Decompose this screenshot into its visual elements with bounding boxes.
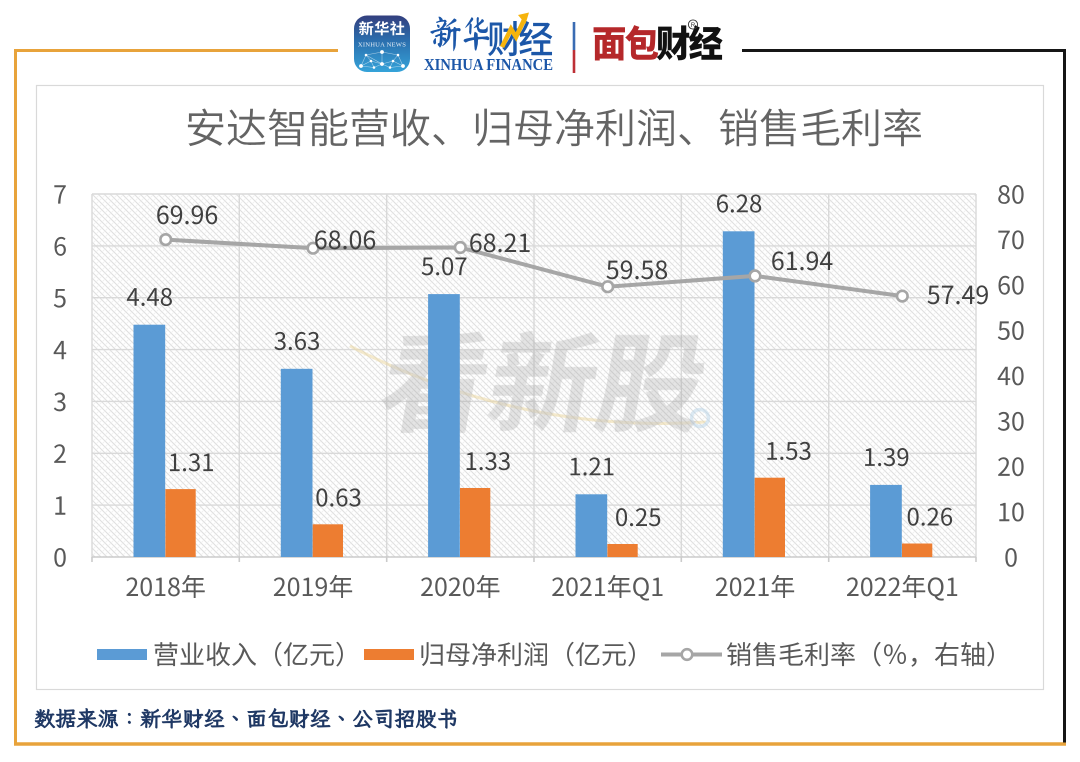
svg-text:XINHUA NEWS: XINHUA NEWS <box>358 42 406 49</box>
svg-text:R: R <box>691 22 696 29</box>
svg-text:XINHUA FINANCE: XINHUA FINANCE <box>424 55 553 74</box>
